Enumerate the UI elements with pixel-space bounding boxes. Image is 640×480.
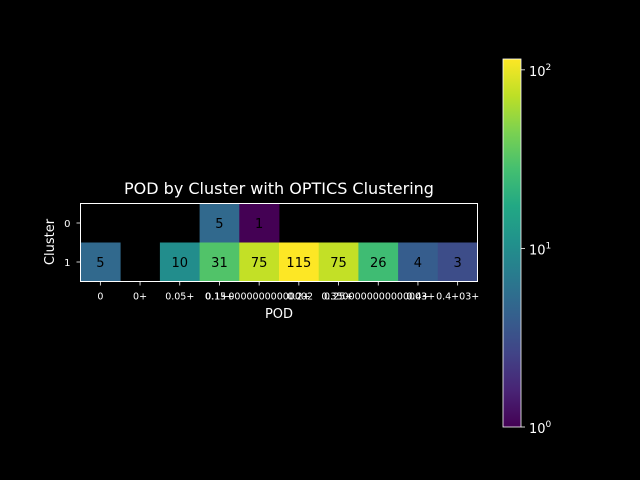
- cell-value-label: 26: [370, 256, 387, 271]
- x-tick-label: 0.2+: [287, 292, 310, 303]
- cell-value-label: 5: [96, 256, 104, 271]
- heatmap-cell: [239, 242, 280, 282]
- x-axis-label: POD: [265, 307, 293, 322]
- heatmap-cell: [279, 242, 320, 282]
- chart-title: POD by Cluster with OPTICS Clustering: [124, 179, 434, 198]
- colorbar-tick-label: 101: [529, 241, 551, 258]
- cell-value-label: 10: [171, 256, 188, 271]
- cell-value-label: 3: [454, 256, 462, 271]
- cell-value-label: 75: [330, 256, 347, 271]
- cell-value-label: 1: [255, 217, 263, 232]
- x-tick-label: 0.3500000000000003+: [321, 292, 435, 303]
- colorbar-tick-exponent: 1: [546, 241, 552, 251]
- x-tick-label: 0.15+: [205, 292, 234, 303]
- colorbar-tick-base: 10: [529, 65, 546, 80]
- y-axis-label: Cluster: [43, 218, 58, 265]
- colorbar-tick-base: 10: [529, 243, 546, 258]
- cell-value-label: 4: [414, 256, 422, 271]
- colorbar-tick-label: 102: [529, 63, 551, 80]
- plot-frame: [80, 203, 478, 282]
- heatmap-cell: [437, 242, 478, 282]
- heatmap-cell: [199, 242, 240, 282]
- heatmap-cell: [358, 242, 399, 282]
- heatmap-cells: [80, 203, 478, 282]
- y-tick-label: 0: [64, 219, 70, 230]
- x-tick-label: 0.4+03+: [436, 292, 479, 303]
- heatmap-cell: [199, 203, 240, 243]
- colorbar: [502, 58, 522, 428]
- heatmap-cell: [159, 242, 200, 282]
- cell-value-label: 31: [211, 256, 228, 271]
- cell-value-label: 115: [286, 256, 311, 271]
- cell-value-label: 75: [251, 256, 268, 271]
- colorbar-tick-base: 10: [529, 422, 546, 437]
- x-tick-label: 0.25+: [324, 292, 353, 303]
- x-tick-label: 0.1+00000000000002: [205, 292, 313, 303]
- heatmap-cell-labels: 5 1 5 10 31 75 115 75 26 4 3: [96, 217, 462, 271]
- heatmap-cell: [318, 242, 359, 282]
- x-tick-label: 0.05+: [165, 292, 194, 303]
- x-tick-label: 0.4+: [406, 292, 429, 303]
- colorbar-tick-label: 100: [529, 420, 552, 437]
- x-tick-label: 0: [97, 292, 103, 303]
- y-axis: 01: [64, 219, 81, 269]
- x-tick-label: 0+: [133, 292, 147, 303]
- colorbar-tick-exponent: 2: [546, 63, 552, 73]
- heatmap-cell: [239, 203, 280, 243]
- heatmap-cell: [80, 242, 121, 282]
- heatmap-cell: [398, 242, 439, 282]
- colorbar-tick-exponent: 0: [546, 420, 552, 430]
- cell-value-label: 5: [215, 217, 223, 232]
- y-tick-label: 1: [64, 258, 70, 269]
